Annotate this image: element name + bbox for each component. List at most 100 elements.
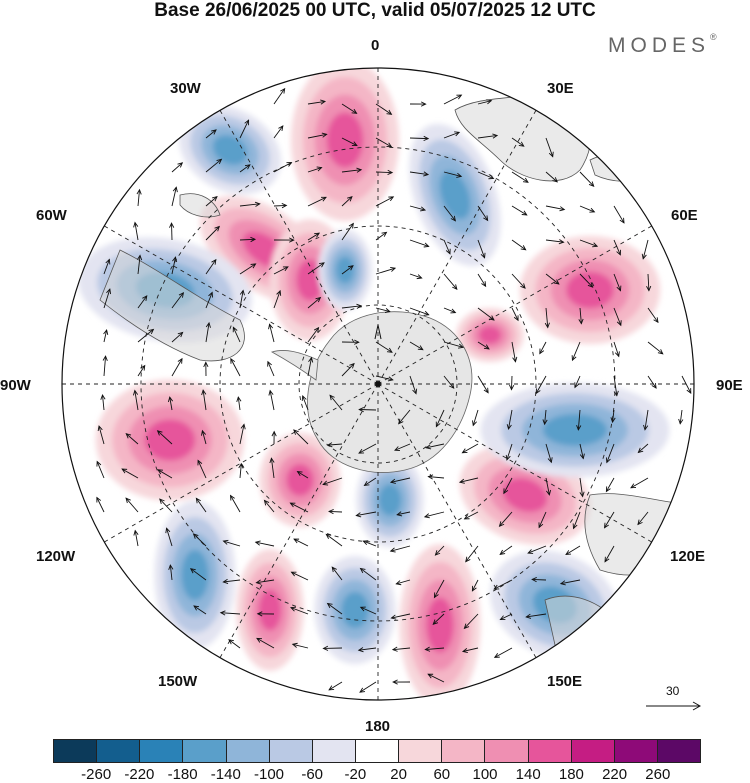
wind-vector [463, 613, 479, 630]
colorbar-swatch [657, 740, 701, 762]
wind-vector [572, 511, 581, 530]
wind-vector [239, 423, 246, 445]
wind-vector [307, 196, 327, 207]
colorbar-tick-label: 180 [558, 766, 584, 783]
wind-vector [637, 511, 649, 526]
negative-anomaly-region [378, 483, 402, 517]
wind-vector [506, 409, 513, 431]
colorbar-tick-label: -220 [124, 766, 155, 783]
wind-vector [254, 540, 275, 547]
lon-label-90e: 90E [716, 377, 743, 394]
wind-vector [205, 129, 217, 139]
wind-vector [325, 533, 343, 547]
wind-vector [328, 509, 343, 515]
wind-vector [96, 460, 105, 479]
lon-label-60w: 60W [36, 207, 67, 224]
positive-anomaly-region [286, 463, 314, 497]
wind-vector [268, 323, 275, 343]
wind-vector [359, 606, 377, 615]
wind-vector [289, 502, 309, 513]
wind-vector [136, 188, 142, 207]
wind-vector [681, 375, 692, 395]
wind-vector [646, 273, 652, 292]
wind-vector [613, 375, 619, 397]
wind-vector [605, 477, 615, 493]
colorbar-swatch [528, 740, 572, 762]
wind-vector [545, 443, 553, 464]
wind-vector [273, 87, 286, 105]
colorbar-tick-label: 20 [390, 766, 407, 783]
wind-vector [544, 307, 550, 329]
wind-vector [358, 443, 377, 454]
wind-vector [565, 545, 581, 556]
wind-vector [375, 375, 394, 382]
wind-vector [326, 602, 343, 615]
wind-vector [97, 425, 105, 445]
reference-vector-label: 30 [666, 684, 680, 698]
wind-vector [579, 443, 585, 460]
wind-vector [389, 545, 411, 553]
wind-vector [165, 527, 173, 547]
negative-anomaly-region [335, 256, 355, 284]
colorbar-swatch [355, 740, 400, 762]
wind-vector [391, 646, 411, 652]
wind-vector [157, 469, 173, 479]
wind-vector [267, 360, 275, 377]
wind-vector [156, 430, 173, 445]
wind-vector [307, 132, 328, 139]
wind-vector [359, 681, 377, 693]
wind-vector [545, 205, 566, 212]
wind-vector [613, 273, 622, 292]
wind-vector [409, 171, 430, 177]
colorbar-swatch [485, 740, 529, 762]
positive-anomaly-region [566, 271, 614, 309]
wind-vector [409, 101, 427, 107]
wind-vector [604, 511, 615, 529]
wind-vector [531, 577, 547, 583]
wind-vector [443, 205, 456, 222]
wind-vector [193, 605, 207, 615]
wind-vector [171, 256, 178, 275]
wind-vector [341, 222, 354, 241]
wind-vector [273, 203, 288, 209]
lon-label-30e: 30E [547, 80, 574, 97]
wind-vector [395, 579, 411, 586]
wind-vector [357, 647, 377, 653]
wind-vector [273, 237, 295, 243]
wind-vector [477, 239, 486, 259]
wind-vector [477, 273, 487, 288]
wind-vector [559, 579, 581, 586]
wind-vector [271, 430, 277, 445]
wind-vector [443, 131, 461, 139]
positive-anomaly-region [478, 325, 502, 345]
colorbar-tick-label: 220 [602, 766, 628, 783]
wind-vector [579, 205, 596, 213]
lon-label-30w: 30W [170, 80, 201, 97]
wind-vector [359, 567, 377, 581]
map-title: Base 26/06/2025 00 UTC, valid 05/07/2025… [154, 0, 596, 21]
wind-vector [189, 568, 207, 581]
wind-vector [203, 361, 209, 377]
wind-vector [579, 239, 599, 248]
wind-vector [205, 291, 213, 309]
wind-vector [269, 457, 275, 479]
positive-anomaly-region [144, 419, 196, 461]
wind-vector [341, 362, 355, 377]
wind-vector [605, 443, 615, 464]
wind-vector [192, 533, 207, 547]
wind-vector [329, 394, 343, 411]
wind-vector [171, 331, 184, 343]
wind-vector [159, 498, 173, 513]
wind-vector [296, 471, 309, 479]
colorbar-tick-label: -140 [210, 766, 241, 783]
wind-vector [331, 566, 343, 581]
negative-anomaly-region [212, 134, 248, 166]
wind-vector [307, 296, 322, 309]
wind-vector [171, 357, 183, 377]
colorbar-swatch [399, 740, 443, 762]
colorbar-swatch [614, 740, 658, 762]
wind-vector [205, 195, 218, 207]
lon-label-180: 180 [365, 718, 391, 735]
wind-vector [435, 409, 445, 428]
positive-anomaly-region [296, 259, 324, 301]
